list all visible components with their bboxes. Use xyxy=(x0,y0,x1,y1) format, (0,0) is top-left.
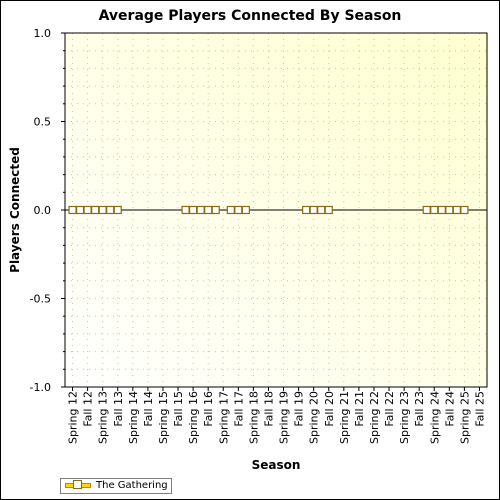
data-point xyxy=(422,205,431,215)
data-point xyxy=(302,205,311,215)
x-tick-label: Spring 19 xyxy=(278,391,291,444)
y-tick-label: -0.5 xyxy=(30,293,51,306)
x-tick-label: Fall 12 xyxy=(82,391,95,427)
data-point xyxy=(204,205,213,215)
x-tick-label: Spring 22 xyxy=(368,391,381,444)
data-point xyxy=(189,205,198,215)
x-tick-label: Fall 22 xyxy=(383,391,396,427)
data-point xyxy=(430,205,439,215)
x-tick-label: Fall 21 xyxy=(353,391,366,427)
x-tick-label: Spring 20 xyxy=(308,391,321,444)
x-tick-label: Fall 18 xyxy=(262,391,275,427)
legend: The Gathering xyxy=(60,478,172,494)
x-tick-label: Spring 24 xyxy=(428,391,441,444)
y-tick-label: 1.0 xyxy=(34,27,52,40)
x-tick-label: Fall 23 xyxy=(413,391,426,427)
data-point xyxy=(68,205,77,215)
data-point xyxy=(452,205,461,215)
y-tick-label: 0.0 xyxy=(34,204,52,217)
data-point xyxy=(226,205,235,215)
y-tick-label: -1.0 xyxy=(30,381,51,394)
x-tick-label: Spring 25 xyxy=(458,391,471,444)
data-point xyxy=(309,205,318,215)
data-point xyxy=(437,205,446,215)
data-point xyxy=(234,205,243,215)
data-point xyxy=(460,205,469,215)
x-tick-label: Fall 17 xyxy=(232,391,245,427)
x-tick-label: Spring 12 xyxy=(67,391,80,444)
data-point xyxy=(211,205,220,215)
chart-title: Average Players Connected By Season xyxy=(98,8,402,24)
x-tick-label: Fall 14 xyxy=(142,391,155,427)
data-point xyxy=(83,205,92,215)
x-axis-label: Season xyxy=(251,458,301,472)
data-point xyxy=(445,205,454,215)
x-tick-label: Fall 25 xyxy=(473,391,486,427)
data-point xyxy=(113,205,122,215)
y-tick-label: 0.5 xyxy=(34,116,52,129)
x-tick-label: Fall 15 xyxy=(172,391,185,427)
x-tick-label: Fall 19 xyxy=(293,391,306,427)
x-tick-label: Spring 23 xyxy=(398,391,411,444)
x-tick-label: Spring 17 xyxy=(217,391,230,444)
x-tick-label: Fall 24 xyxy=(443,391,456,427)
x-tick-label: Fall 16 xyxy=(202,391,215,427)
data-point xyxy=(98,205,107,215)
data-point xyxy=(91,205,100,215)
data-point xyxy=(75,205,85,215)
data-point xyxy=(196,205,205,215)
data-point xyxy=(181,205,190,215)
data-point xyxy=(106,205,115,215)
x-tick-label: Spring 21 xyxy=(338,391,351,444)
x-tick-label: Spring 13 xyxy=(97,391,110,444)
data-point xyxy=(317,205,326,215)
x-tick-label: Spring 15 xyxy=(157,391,170,444)
x-tick-label: Fall 13 xyxy=(112,391,125,427)
data-point xyxy=(241,205,250,215)
legend-label: The Gathering xyxy=(96,480,168,491)
legend-marker-icon xyxy=(73,480,82,489)
x-tick-label: Fall 20 xyxy=(323,391,336,427)
data-point xyxy=(324,205,333,215)
x-tick-label: Spring 18 xyxy=(247,391,260,444)
x-tick-label: Spring 14 xyxy=(127,391,140,444)
x-tick-label: Spring 16 xyxy=(187,391,200,444)
